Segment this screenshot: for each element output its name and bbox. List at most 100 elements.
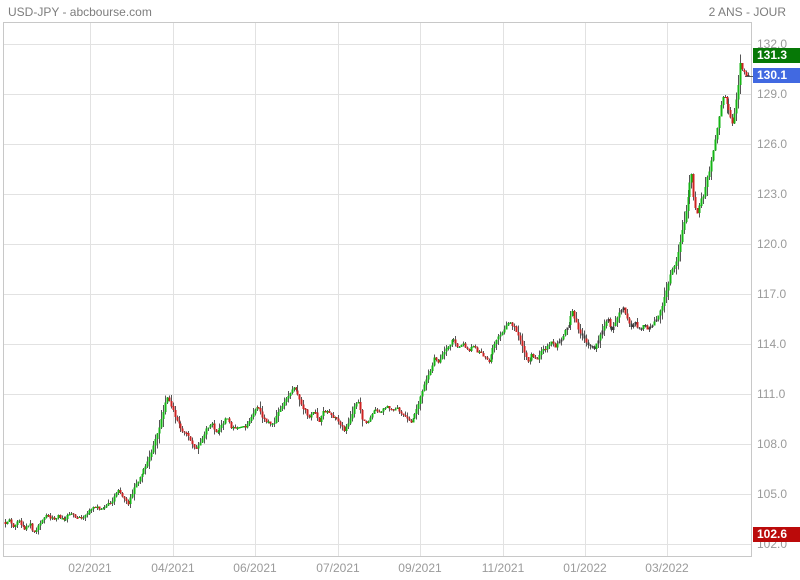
candle-doji <box>644 325 647 327</box>
candle-down <box>519 335 522 341</box>
plot-border <box>3 22 752 557</box>
candle-up <box>100 509 103 511</box>
candle-up <box>283 402 286 407</box>
candle-up <box>688 182 691 198</box>
x-axis-label: 11/2021 <box>481 561 525 575</box>
candle-down <box>302 404 305 409</box>
candle-up <box>681 230 684 242</box>
candle-down <box>47 515 50 517</box>
candle-down <box>295 387 298 391</box>
x-axis-label: 06/2021 <box>233 561 277 575</box>
candle-down <box>181 428 184 432</box>
candle-up <box>86 513 89 516</box>
candle-down <box>170 401 173 407</box>
candle-up <box>37 525 40 531</box>
candle-up <box>150 452 153 457</box>
candle-up <box>246 424 249 428</box>
candle-down <box>511 322 514 326</box>
candle-up <box>152 445 155 453</box>
candle-down <box>741 63 744 70</box>
candle-up <box>226 418 229 420</box>
candle-doji <box>591 346 594 348</box>
candle-up <box>595 343 598 350</box>
candle-up <box>57 515 60 519</box>
candle-doji <box>640 328 643 330</box>
candle-up <box>322 411 325 417</box>
candle-up <box>6 521 9 524</box>
candle-up <box>141 473 144 477</box>
candle-down <box>230 422 233 429</box>
candle-up <box>207 427 210 429</box>
candle-up <box>137 481 140 484</box>
candle-up <box>382 408 385 412</box>
candle-up <box>224 418 227 424</box>
candle-down <box>341 424 344 427</box>
candle-up <box>142 468 145 474</box>
candle-down <box>172 406 175 410</box>
candle-up <box>201 438 204 443</box>
candle-down <box>195 447 198 449</box>
candle-doji <box>638 327 641 329</box>
candle-up <box>443 351 446 355</box>
candle-up <box>18 520 21 522</box>
candle-down <box>488 359 491 362</box>
candle-down <box>183 431 186 433</box>
candle-down <box>20 520 23 526</box>
candle-up <box>68 514 71 516</box>
candle-up <box>685 210 688 222</box>
candle-down <box>392 409 395 411</box>
candle-doji <box>649 326 652 329</box>
candle-up <box>158 427 161 434</box>
candle-up <box>25 526 28 530</box>
candle-up <box>135 483 138 488</box>
candle-up <box>29 523 32 526</box>
candle-down <box>296 390 299 395</box>
candle-doji <box>651 325 654 327</box>
candle-up <box>199 442 202 446</box>
candle-up <box>291 389 294 394</box>
candle-up <box>507 323 510 326</box>
candle-down <box>263 417 266 419</box>
candle-up <box>166 397 169 403</box>
candle-doji <box>593 346 596 349</box>
candle-up <box>367 421 370 424</box>
candle-doji <box>601 330 604 335</box>
candle-up <box>470 347 473 351</box>
candle-up <box>679 242 682 252</box>
x-axis-label: 03/2022 <box>645 561 689 575</box>
candle-up <box>690 174 693 183</box>
candle-down <box>579 329 582 334</box>
candle-up <box>345 426 348 431</box>
candle-down <box>59 515 62 519</box>
y-axis-tick: 105.0 <box>757 487 788 501</box>
candle-down <box>298 394 301 400</box>
candle-up <box>90 509 93 511</box>
candle-doji <box>747 74 750 76</box>
candle-doji <box>634 321 637 325</box>
candle-down <box>178 420 181 424</box>
y-axis-tick: 117.0 <box>757 287 787 301</box>
candle-up <box>113 496 116 502</box>
candle-up <box>45 515 48 518</box>
candle-up <box>205 428 208 435</box>
candle-down <box>536 358 539 360</box>
candle-up <box>117 490 120 493</box>
candle-up <box>238 427 241 429</box>
candle-up <box>16 521 19 525</box>
candle-up <box>35 530 38 532</box>
candle-up <box>78 517 81 519</box>
candle-up <box>509 322 512 324</box>
candle-up <box>712 150 715 161</box>
candle-up <box>739 63 742 85</box>
candle-up <box>614 322 617 327</box>
candle-down <box>402 413 405 416</box>
candle-up <box>412 418 415 423</box>
candle-down <box>189 436 192 441</box>
last-price-badge: 130.1 <box>753 68 800 83</box>
candle-down <box>318 418 321 422</box>
candle-down <box>552 341 555 344</box>
candle-down <box>76 517 79 519</box>
candle-up <box>217 431 220 433</box>
candle-down <box>544 348 547 351</box>
candle-up <box>708 171 711 178</box>
